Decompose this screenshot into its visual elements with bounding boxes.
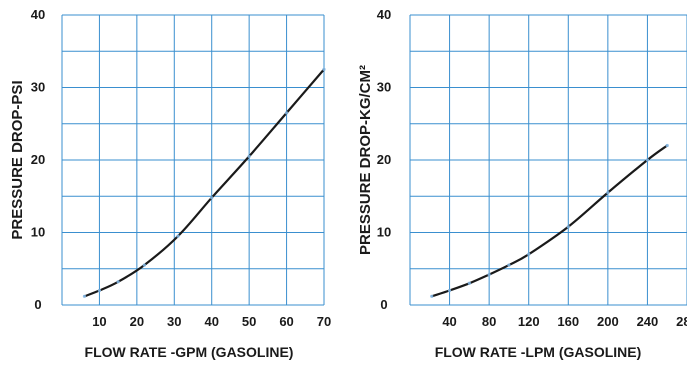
x-tick-label: 10: [92, 314, 106, 329]
x-tick-label: 80: [482, 314, 496, 329]
data-point: [322, 67, 326, 71]
chart-panel-2: 0 10 20 30 40 40 80 120 160 200 240 280 FLOW RATE -L…: [357, 7, 687, 360]
y-tick-label: 40: [31, 7, 45, 22]
x-axis-label: FLOW RATE -LPM (GASOLINE): [435, 344, 642, 360]
data-point: [142, 263, 146, 267]
data-point: [665, 143, 669, 148]
data-point: [527, 252, 531, 256]
x-tick-label: 240: [637, 314, 659, 329]
data-point: [116, 280, 120, 284]
y-tick-label: 30: [31, 80, 45, 95]
data-point: [566, 225, 570, 229]
y-tick-label: 20: [377, 152, 391, 167]
y-tick-label: 40: [377, 7, 391, 22]
data-point: [430, 294, 434, 298]
x-tick-label: 70: [317, 314, 331, 329]
data-point: [606, 191, 610, 195]
series-line: [84, 68, 325, 298]
y-tick-label: 10: [377, 225, 391, 240]
x-tick-label: 20: [130, 314, 144, 329]
chart-panel-1: 0 10 20 30 40 10 20 30 40 50 60 70 FLOW RATE -GPM (G…: [9, 7, 331, 360]
data-point: [645, 158, 650, 162]
y-tick-label: 20: [31, 152, 45, 167]
grid: [409, 14, 687, 306]
data-point: [247, 154, 251, 158]
x-tick-label: 120: [518, 314, 540, 329]
y-axis-label: PRESSURE DROP-KG/CM²: [357, 65, 374, 255]
data-point: [97, 288, 102, 293]
data-point: [467, 281, 471, 285]
data-point: [447, 288, 452, 293]
x-tick-label: 40: [442, 314, 456, 329]
y-axis-label: PRESSURE DROP-PSI: [9, 80, 26, 239]
x-axis-label: FLOW RATE -GPM (GASOLINE): [85, 344, 294, 360]
y-tick-label: 0: [380, 297, 387, 312]
data-point: [210, 196, 214, 200]
x-tick-label: 200: [597, 314, 619, 329]
y-tick-label: 30: [377, 80, 391, 95]
data-point: [507, 263, 511, 267]
data-point: [487, 272, 491, 277]
x-tick-label: 60: [279, 314, 293, 329]
grid: [61, 14, 325, 306]
data-point: [176, 234, 180, 238]
x-tick-label: 30: [167, 314, 181, 329]
y-tick-label: 0: [34, 297, 41, 312]
data-point: [82, 294, 87, 298]
series-line: [431, 144, 668, 298]
x-tick-label: 50: [242, 314, 256, 329]
x-tick-label: 160: [557, 314, 579, 329]
y-tick-label: 10: [31, 225, 45, 240]
x-tick-label: 40: [204, 314, 218, 329]
data-point: [284, 111, 289, 115]
x-tick-label: 280: [676, 314, 687, 329]
